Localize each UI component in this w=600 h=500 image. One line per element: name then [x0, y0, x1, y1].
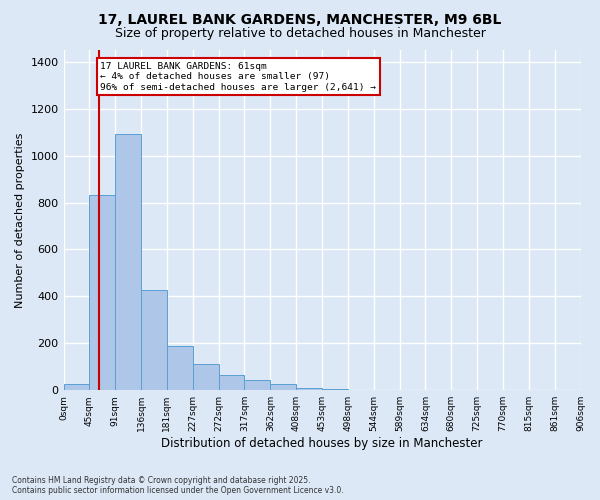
Text: Size of property relative to detached houses in Manchester: Size of property relative to detached ho…	[115, 28, 485, 40]
Bar	[296, 388, 322, 390]
Bar	[218, 375, 244, 390]
Bar	[244, 380, 271, 390]
Bar	[193, 364, 218, 390]
Bar	[64, 384, 89, 390]
Bar	[322, 389, 348, 390]
Bar	[167, 346, 193, 390]
Text: 17 LAUREL BANK GARDENS: 61sqm
← 4% of detached houses are smaller (97)
96% of se: 17 LAUREL BANK GARDENS: 61sqm ← 4% of de…	[100, 62, 376, 92]
Text: Contains HM Land Registry data © Crown copyright and database right 2025.
Contai: Contains HM Land Registry data © Crown c…	[12, 476, 344, 495]
Bar	[141, 290, 167, 390]
Y-axis label: Number of detached properties: Number of detached properties	[15, 132, 25, 308]
Text: 17, LAUREL BANK GARDENS, MANCHESTER, M9 6BL: 17, LAUREL BANK GARDENS, MANCHESTER, M9 …	[98, 12, 502, 26]
Bar	[115, 134, 141, 390]
Bar	[271, 384, 296, 390]
Bar	[89, 196, 115, 390]
X-axis label: Distribution of detached houses by size in Manchester: Distribution of detached houses by size …	[161, 437, 483, 450]
